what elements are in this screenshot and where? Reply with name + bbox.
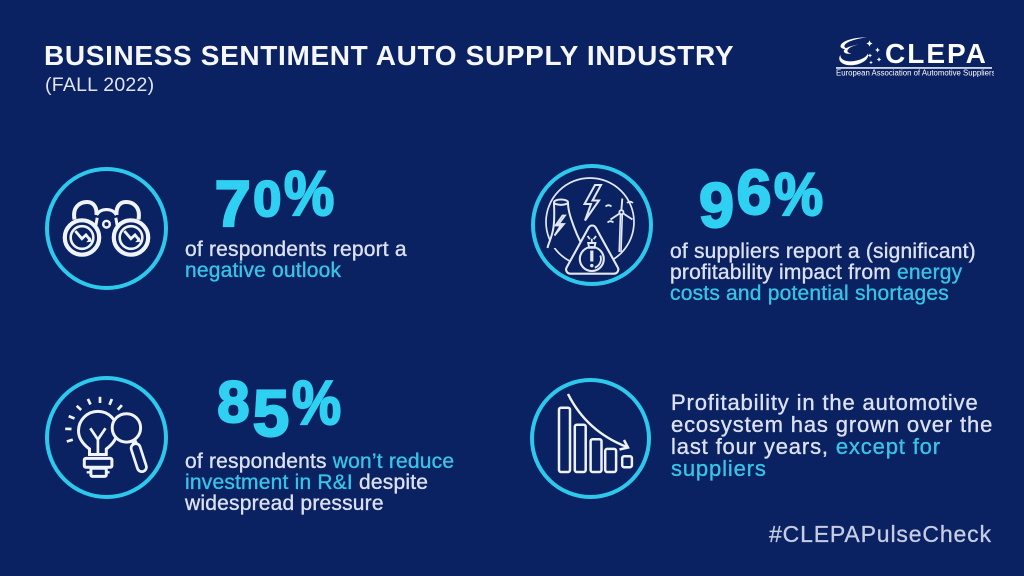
svg-text:European Association of Automo: European Association of Automotive Suppl… (836, 69, 994, 78)
svg-text:CLEPA: CLEPA (885, 38, 988, 69)
